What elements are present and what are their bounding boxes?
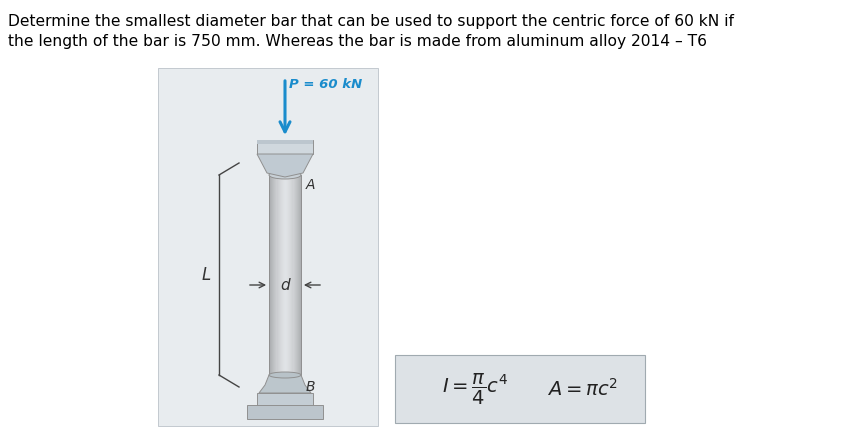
Text: B: B [306, 380, 316, 394]
Bar [257, 140, 313, 144]
Ellipse shape [269, 171, 301, 179]
Bar [278, 175, 280, 375]
Bar [300, 175, 301, 375]
Bar [277, 175, 279, 375]
Bar [284, 175, 285, 375]
Bar [270, 175, 272, 375]
Bar [289, 175, 291, 375]
Text: $I = \dfrac{\pi}{4}c^4$: $I = \dfrac{\pi}{4}c^4$ [442, 371, 508, 407]
Bar [291, 175, 293, 375]
Bar [286, 175, 288, 375]
Bar [288, 175, 290, 375]
Bar [257, 140, 313, 154]
Text: A: A [306, 178, 316, 192]
Polygon shape [259, 375, 311, 393]
Bar [290, 175, 292, 375]
Bar [158, 68, 378, 426]
Bar [272, 175, 274, 375]
Bar [276, 175, 277, 375]
Bar [298, 175, 299, 375]
Polygon shape [257, 154, 313, 177]
Bar [283, 175, 284, 375]
Bar [282, 175, 283, 375]
Bar [294, 175, 296, 375]
Bar [277, 175, 278, 375]
Text: Determine the smallest diameter bar that can be used to support the centric forc: Determine the smallest diameter bar that… [8, 14, 734, 29]
Bar [297, 175, 299, 375]
Bar [247, 405, 323, 419]
Text: d: d [280, 277, 290, 292]
Bar [285, 175, 287, 375]
Bar [257, 393, 313, 407]
Bar [295, 175, 297, 375]
Text: L: L [201, 266, 211, 284]
Text: $A = \pi c^2$: $A = \pi c^2$ [547, 378, 618, 400]
Bar [287, 175, 288, 375]
Text: P = 60 kN: P = 60 kN [289, 78, 362, 91]
Text: the length of the bar is 750 mm. Whereas the bar is made from aluminum alloy 201: the length of the bar is 750 mm. Whereas… [8, 34, 707, 49]
Bar [273, 175, 275, 375]
Bar [280, 175, 281, 375]
Bar [299, 175, 300, 375]
Bar [294, 175, 295, 375]
Bar [269, 175, 301, 375]
Bar [274, 175, 276, 375]
Bar [395, 355, 645, 423]
Bar [293, 175, 294, 375]
Bar [271, 175, 272, 375]
Bar [281, 175, 283, 375]
Ellipse shape [269, 372, 301, 378]
Bar [269, 175, 271, 375]
